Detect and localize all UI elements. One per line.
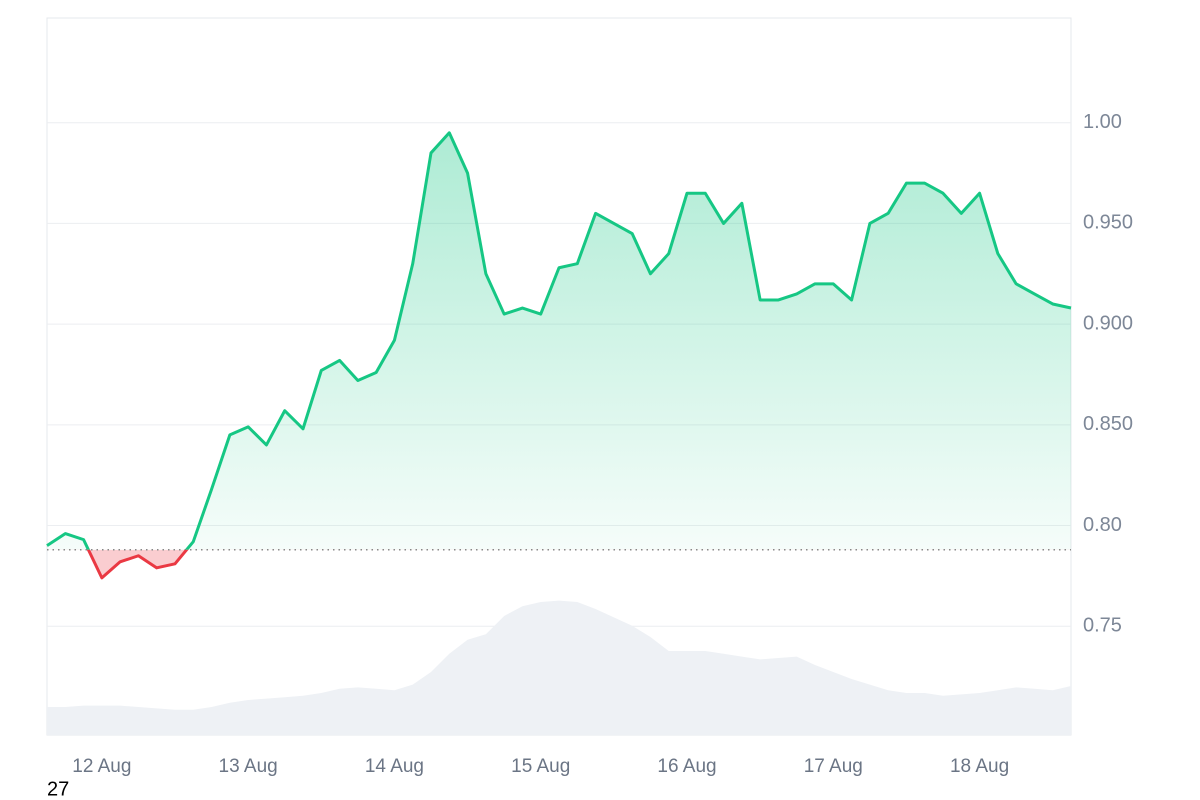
y-tick-label: 0.850 <box>1083 413 1133 435</box>
x-tick-label: 18 Aug <box>950 756 1009 777</box>
price-area-down <box>47 549 1071 578</box>
x-tick-label: 12 Aug <box>72 756 131 777</box>
volume-area <box>47 600 1071 735</box>
x-tick-label: 17 Aug <box>804 756 863 777</box>
footnote: 27 <box>47 778 69 800</box>
x-tick-label: 13 Aug <box>219 756 278 777</box>
y-tick-label: 0.80 <box>1083 514 1122 536</box>
y-tick-label: 0.75 <box>1083 615 1122 637</box>
price-area-up <box>47 132 1071 550</box>
price-line-up <box>46 131 1072 550</box>
y-tick-label: 0.950 <box>1083 212 1133 234</box>
x-tick-label: 14 Aug <box>365 756 424 777</box>
y-tick-label: 1.00 <box>1083 111 1122 133</box>
x-tick-label: 16 Aug <box>657 756 716 777</box>
y-tick-label: 0.900 <box>1083 312 1133 334</box>
x-tick-label: 15 Aug <box>511 756 570 777</box>
